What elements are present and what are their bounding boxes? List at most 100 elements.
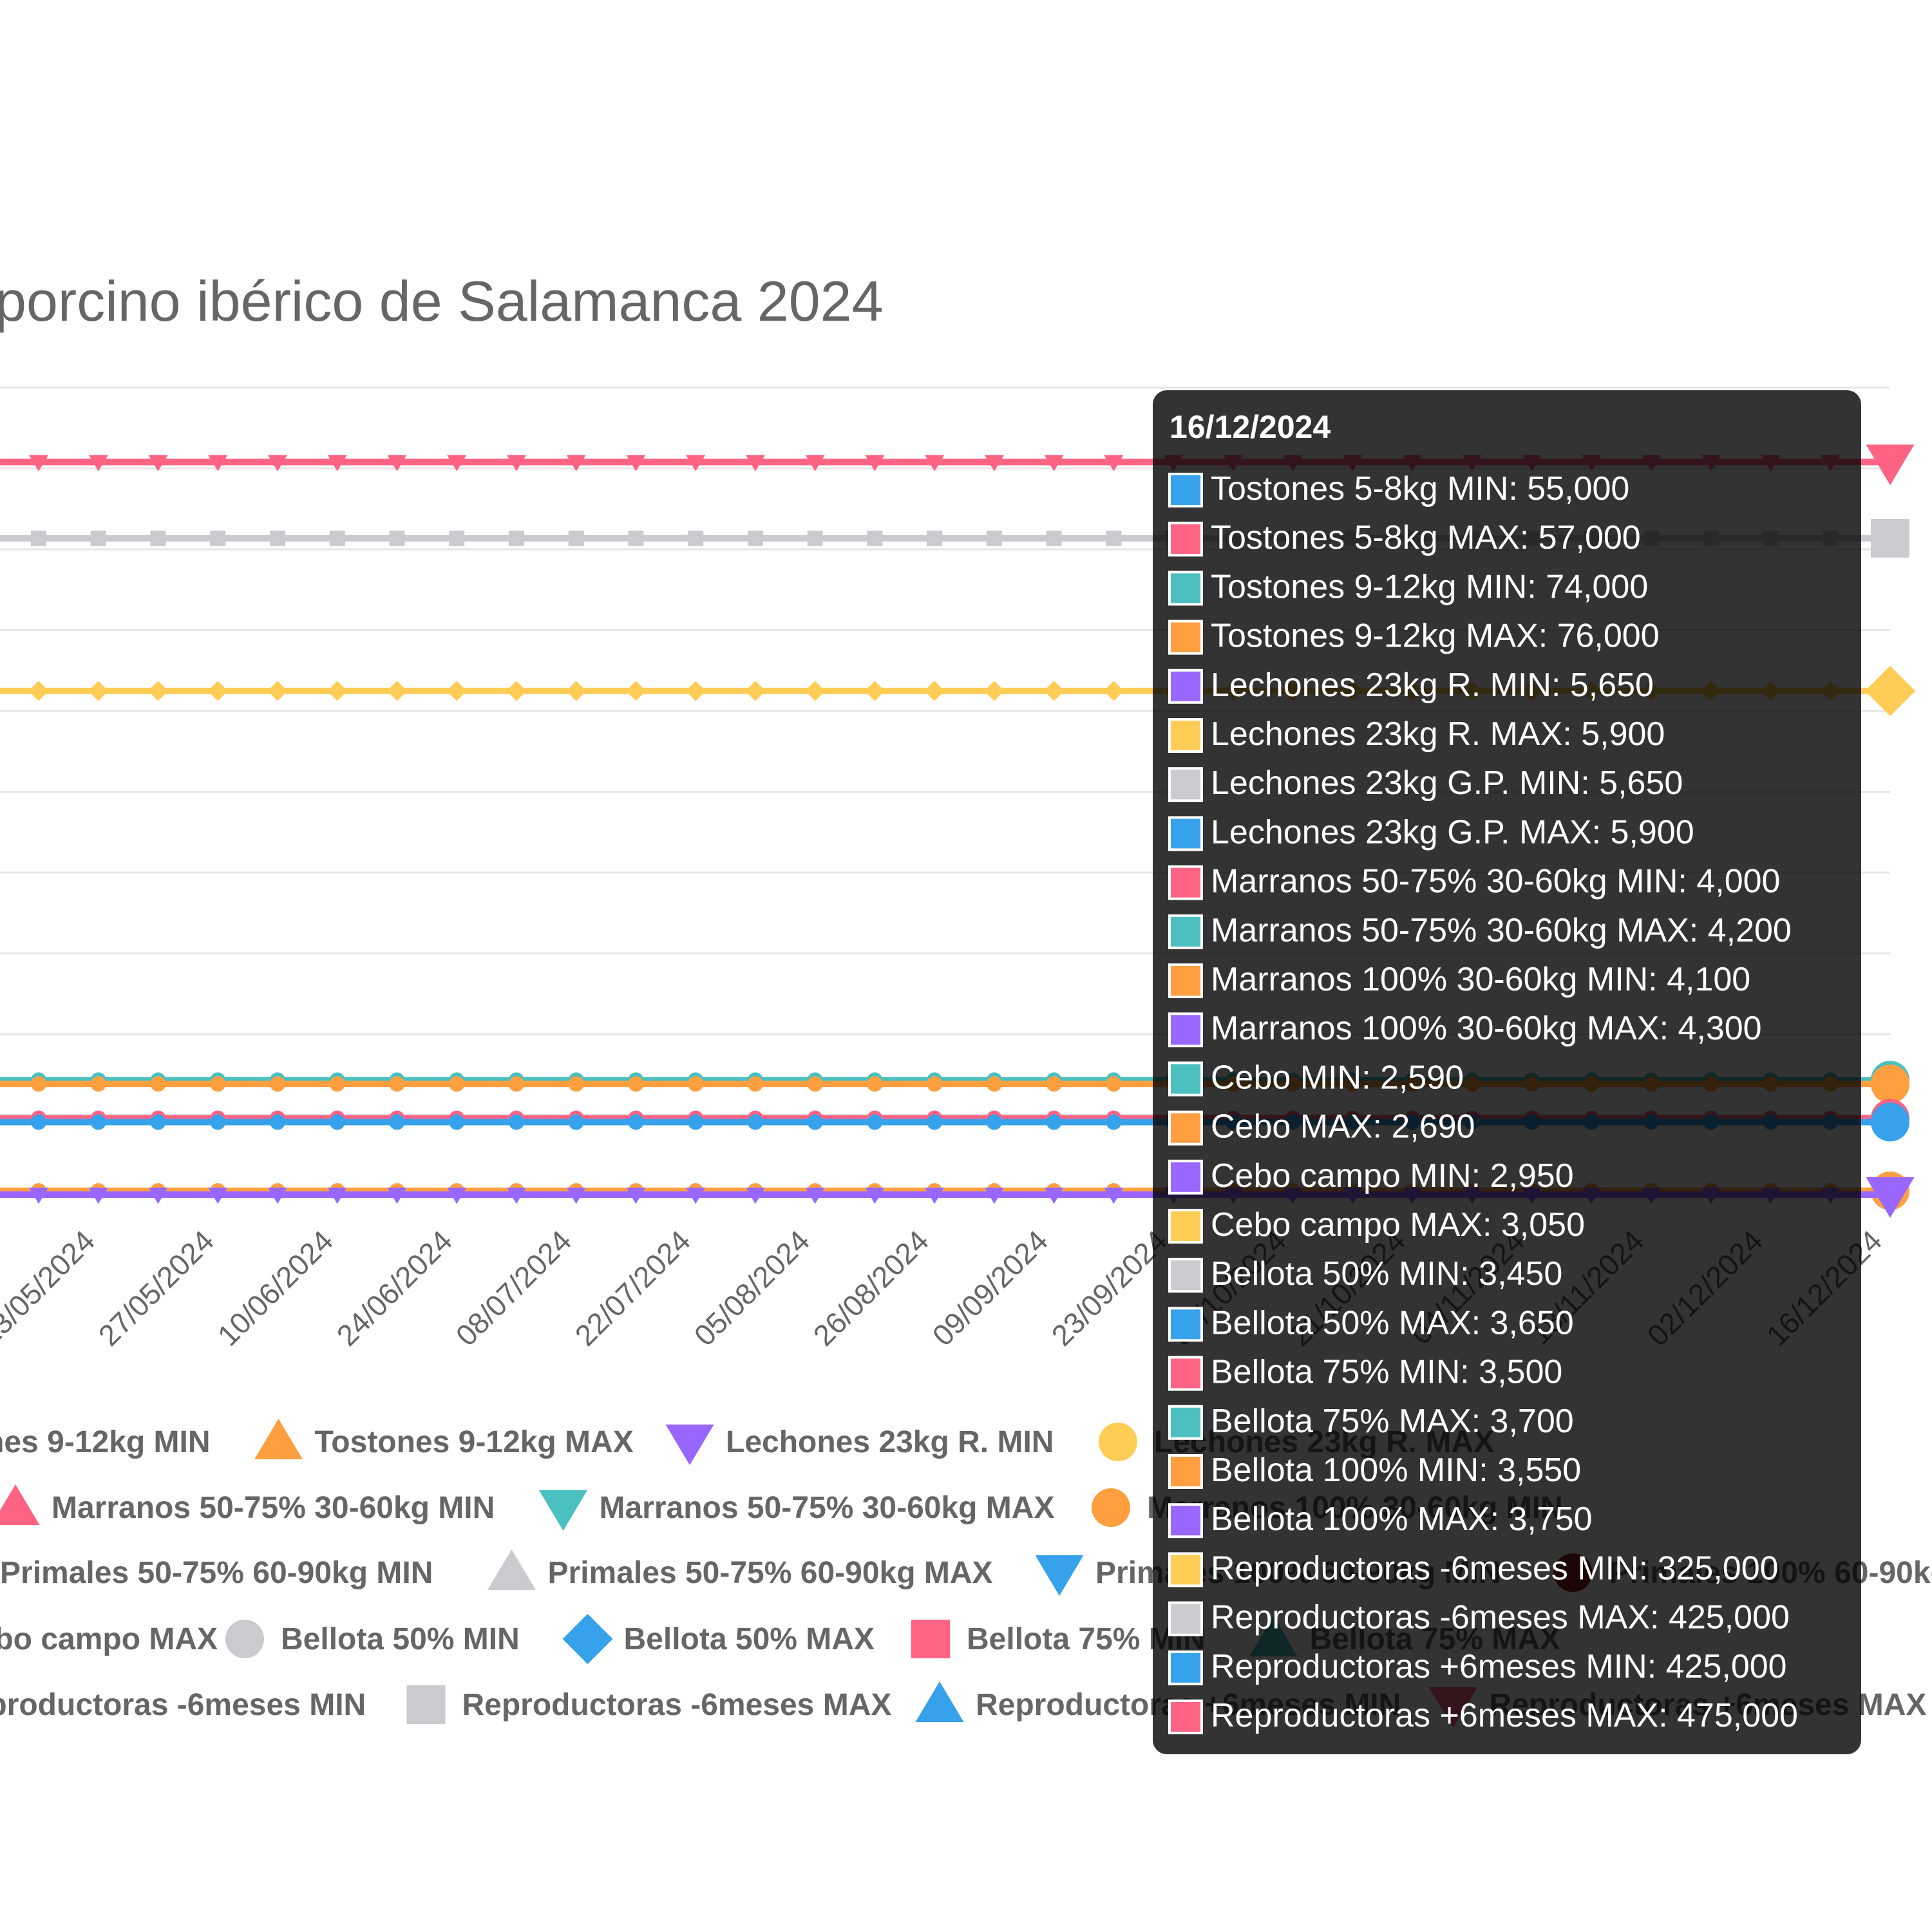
data-point — [449, 1076, 465, 1092]
tooltip-item: Cebo campo MIN: 2,950 — [1211, 1157, 1574, 1195]
data-point — [148, 455, 168, 471]
data-point — [329, 530, 345, 546]
data-point — [150, 1076, 166, 1092]
legend-label[interactable]: Reproductoras -6meses MAX — [462, 1688, 892, 1722]
tooltip-swatch — [1168, 1110, 1203, 1146]
data-point — [626, 455, 646, 471]
data-point — [90, 1076, 106, 1092]
data-point — [568, 1076, 584, 1092]
tooltip-swatch — [1168, 1159, 1203, 1195]
data-point — [329, 1114, 345, 1130]
data-point — [327, 1188, 347, 1204]
data-point — [984, 455, 1004, 471]
data-point — [865, 1188, 885, 1204]
data-point — [1106, 1076, 1122, 1092]
data-point — [747, 1114, 763, 1130]
data-point — [88, 1188, 108, 1204]
legend-label[interactable]: Tostones 9-12kg MAX — [315, 1425, 634, 1459]
data-point — [208, 1188, 228, 1204]
tooltip-item: Marranos 100% 30-60kg MIN: 4,100 — [1211, 961, 1750, 998]
legend-marker — [539, 1490, 587, 1531]
data-point — [1044, 455, 1064, 471]
data-point — [210, 1076, 226, 1092]
tooltip-item: Cebo MAX: 2,690 — [1211, 1108, 1475, 1146]
tooltip-swatch — [1168, 914, 1203, 949]
data-point — [446, 681, 467, 701]
data-point — [447, 455, 467, 471]
data-point — [506, 681, 527, 701]
data-point — [387, 1188, 407, 1204]
data-point — [566, 1188, 586, 1204]
legend-label[interactable]: Cebo campo MAX — [0, 1622, 218, 1656]
legend-label[interactable]: Reproductoras -6meses MIN — [0, 1688, 366, 1722]
data-point — [90, 1114, 106, 1130]
data-point — [506, 1188, 526, 1204]
tooltip-swatch — [1168, 1258, 1203, 1293]
data-point — [927, 1076, 943, 1092]
tooltip-swatch — [1168, 1650, 1203, 1685]
data-point — [807, 1076, 823, 1092]
tooltip-date: 16/12/2024 — [1170, 409, 1331, 445]
data-point — [745, 455, 765, 471]
tooltip-item: Bellota 75% MAX: 3,700 — [1211, 1403, 1574, 1440]
data-point — [1106, 1114, 1122, 1130]
data-point — [1104, 455, 1124, 471]
data-point — [267, 1188, 287, 1204]
data-point — [568, 1114, 584, 1130]
data-point — [88, 681, 109, 701]
data-point — [805, 455, 825, 471]
legend-marker — [665, 1425, 714, 1465]
tooltip-swatch — [1168, 816, 1203, 851]
tooltip-item: Lechones 23kg R. MAX: 5,900 — [1211, 715, 1665, 753]
tooltip-item: Lechones 23kg G.P. MAX: 5,900 — [1211, 813, 1694, 851]
tooltip-item: Tostones 5-8kg MAX: 57,000 — [1211, 519, 1641, 556]
tooltip-swatch — [1168, 620, 1203, 655]
data-point — [686, 455, 706, 471]
data-point — [508, 1114, 524, 1130]
tooltip-swatch — [1168, 1405, 1203, 1440]
data-point — [389, 1114, 405, 1130]
data-point — [628, 530, 644, 546]
legend-label[interactable]: Marranos 50-75% 30-60kg MIN — [52, 1491, 495, 1525]
data-point — [984, 681, 1005, 701]
data-point — [150, 1114, 166, 1130]
legend-label[interactable]: Bellota 50% MAX — [624, 1622, 875, 1656]
data-point — [207, 681, 228, 701]
tooltip-swatch — [1168, 963, 1203, 998]
data-point — [566, 455, 586, 471]
data-point — [925, 1188, 945, 1204]
data-point — [685, 681, 706, 701]
data-point — [688, 1114, 704, 1130]
legend-label[interactable]: Primales 50-75% 60-90kg MIN — [0, 1556, 433, 1590]
legend-label[interactable]: Bellota 50% MIN — [281, 1622, 520, 1656]
data-point — [566, 681, 587, 701]
data-point — [29, 455, 48, 471]
legend-marker — [1099, 1423, 1137, 1461]
data-point — [805, 681, 826, 701]
tooltip-item: Bellota 50% MIN: 3,450 — [1211, 1255, 1562, 1293]
tooltip-swatch — [1168, 1454, 1203, 1489]
data-point — [927, 1114, 943, 1130]
data-point — [745, 1188, 765, 1204]
data-point — [1044, 1188, 1064, 1204]
data-point — [807, 1114, 823, 1130]
data-point — [387, 455, 407, 471]
legend-label[interactable]: Primales 50-75% 60-90kg MAX — [548, 1556, 993, 1590]
tooltip-item: Bellota 75% MIN: 3,500 — [1211, 1354, 1562, 1391]
legend-marker — [0, 1484, 40, 1525]
data-point — [508, 530, 524, 546]
legend-label[interactable]: Tostones 9-12kg MIN — [0, 1425, 211, 1459]
data-point — [805, 1188, 825, 1204]
legend-marker — [911, 1620, 950, 1658]
tooltip-item: Bellota 50% MAX: 3,650 — [1211, 1304, 1574, 1341]
tooltip-swatch — [1168, 767, 1203, 802]
tooltip-swatch — [1168, 1012, 1203, 1048]
x-tick-label: 05/08/2024 — [688, 1224, 817, 1352]
legend-marker — [406, 1685, 446, 1724]
legend-label[interactable]: Marranos 50-75% 30-60kg MAX — [600, 1491, 1055, 1525]
data-point-hover — [1871, 1065, 1909, 1104]
data-point — [865, 455, 885, 471]
legend-label[interactable]: Lechones 23kg R. MIN — [726, 1425, 1054, 1459]
tooltip-swatch — [1168, 522, 1203, 557]
tooltip-swatch — [1168, 1552, 1203, 1587]
